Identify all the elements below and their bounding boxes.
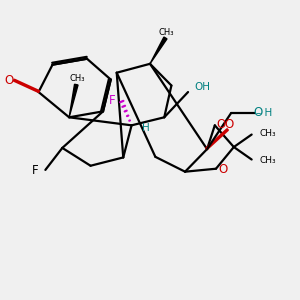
- Text: O: O: [218, 163, 227, 176]
- Text: H: H: [142, 123, 150, 133]
- Text: CH₃: CH₃: [158, 28, 174, 37]
- Text: OH: OH: [194, 82, 210, 92]
- Text: F: F: [32, 164, 39, 177]
- Polygon shape: [150, 37, 167, 64]
- Text: F: F: [109, 94, 115, 107]
- Text: O: O: [4, 74, 13, 87]
- Text: O: O: [253, 106, 262, 119]
- Text: CH₃: CH₃: [69, 74, 85, 83]
- Text: CH₃: CH₃: [259, 130, 276, 139]
- Text: O: O: [225, 118, 234, 131]
- Text: CH₃: CH₃: [259, 156, 276, 165]
- Text: O: O: [217, 118, 226, 131]
- Polygon shape: [69, 84, 78, 117]
- Text: – H: – H: [256, 108, 272, 118]
